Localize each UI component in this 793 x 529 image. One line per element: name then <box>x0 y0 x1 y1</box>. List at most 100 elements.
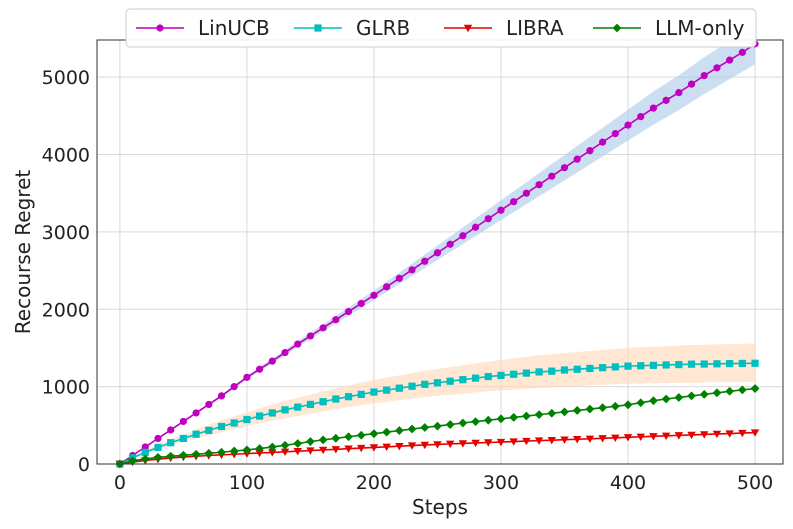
libra-point <box>547 436 556 445</box>
glrb-point <box>205 426 213 434</box>
linucb-point <box>370 291 378 299</box>
llm-only-point <box>128 456 137 466</box>
llm-only-legend-label: LLM-only <box>655 16 745 40</box>
llm-only-point <box>331 433 341 443</box>
llm-only-point <box>725 386 735 396</box>
llm-only-point <box>306 437 315 446</box>
glrb-point <box>510 370 518 378</box>
linucb-point <box>535 181 543 189</box>
llm-only-point <box>712 388 722 398</box>
glrb-point <box>662 361 670 369</box>
libra-point <box>598 435 607 443</box>
glrb-point <box>370 388 378 396</box>
linucb-point <box>421 257 429 265</box>
linucb-point <box>484 215 492 223</box>
y-tick-label: 0 <box>78 454 90 476</box>
libra-point <box>649 433 658 441</box>
libra-point <box>534 437 544 445</box>
llm-only-point <box>140 454 150 464</box>
glrb-point <box>611 363 619 371</box>
series-markers <box>115 40 760 469</box>
linucb-point <box>141 443 149 451</box>
glrb-point <box>713 360 721 368</box>
libra-point <box>623 434 633 442</box>
glrb-point <box>675 360 683 369</box>
linucb-point <box>243 373 251 381</box>
glrb-point <box>573 365 581 373</box>
linucb-point <box>319 324 327 332</box>
llm-only-point <box>217 447 226 457</box>
llm-only-point <box>649 396 658 406</box>
libra-point <box>357 444 366 453</box>
linucb-point <box>497 206 505 214</box>
llm-only-point <box>496 414 506 424</box>
glrb-point <box>408 382 416 390</box>
linucb-point <box>573 155 581 163</box>
libra-point <box>661 432 671 441</box>
glrb-point <box>357 390 365 398</box>
glrb-point <box>687 360 696 368</box>
linucb-point <box>624 121 632 129</box>
glrb-point <box>624 362 632 370</box>
linucb-point <box>687 80 696 88</box>
legend-box <box>125 8 757 48</box>
linucb-point <box>192 409 200 417</box>
libra-point <box>636 433 645 441</box>
glrb-point <box>141 448 149 456</box>
x-tick-label: 100 <box>229 472 265 494</box>
llm-only-point <box>407 424 417 434</box>
linucb-point <box>510 198 518 206</box>
llm-only-point <box>598 403 608 413</box>
linucb-point <box>738 48 746 56</box>
libra-point <box>382 443 391 452</box>
linucb-point <box>459 232 467 240</box>
llm-only-point <box>178 450 188 460</box>
libra-point <box>484 439 493 447</box>
glrb-point <box>586 364 594 373</box>
libra-legend-marker <box>463 24 473 33</box>
x-tick-label: 200 <box>356 472 392 494</box>
llm-only-point <box>153 453 163 462</box>
glrb-point <box>268 409 276 417</box>
glrb-point <box>433 379 442 387</box>
libra-point <box>318 446 328 455</box>
llm-only-point <box>585 404 595 414</box>
libra-point <box>496 438 506 447</box>
glrb-point <box>230 419 238 427</box>
libra-point <box>420 441 429 450</box>
glrb-point <box>446 377 454 385</box>
libra-point <box>433 441 442 449</box>
libra-point <box>471 439 480 448</box>
glrb-legend-marker <box>314 24 322 32</box>
libra-point <box>407 442 417 450</box>
llm-only-point <box>572 406 582 415</box>
linucb-point <box>268 357 276 365</box>
libra-point <box>712 430 722 439</box>
linucb-point <box>179 417 187 426</box>
llm-only-point <box>521 411 531 421</box>
libra-point <box>395 443 404 451</box>
glrb-legend-label: GLRB <box>356 16 410 40</box>
linucb-point <box>383 283 391 291</box>
llm-only-point <box>610 401 620 411</box>
llm-only-point <box>242 445 252 455</box>
confidence-bands <box>119 23 756 464</box>
libra-point <box>268 449 277 457</box>
glrb-point <box>294 403 302 411</box>
llm-only-point <box>204 448 214 458</box>
libra-point <box>280 448 290 456</box>
linucb-point <box>230 383 238 391</box>
llm-only-point <box>356 430 366 440</box>
linucb-point <box>713 64 721 72</box>
linucb-legend-label: LinUCB <box>198 16 270 40</box>
glrb-point <box>256 412 264 420</box>
glrb-point <box>548 367 556 375</box>
glrb-point <box>243 415 251 424</box>
llm-only-point <box>483 415 493 425</box>
libra-point <box>560 436 569 444</box>
libra-point <box>293 447 302 456</box>
llm-only-point <box>394 426 404 435</box>
linucb-point <box>357 299 365 308</box>
